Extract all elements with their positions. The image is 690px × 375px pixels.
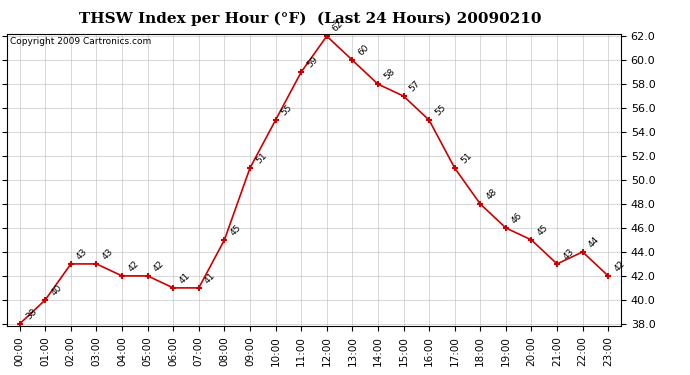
Text: 51: 51 — [459, 151, 473, 165]
Text: 42: 42 — [152, 259, 166, 273]
Text: 51: 51 — [254, 151, 268, 165]
Text: 43: 43 — [75, 247, 90, 261]
Text: THSW Index per Hour (°F)  (Last 24 Hours) 20090210: THSW Index per Hour (°F) (Last 24 Hours)… — [79, 11, 542, 26]
Text: 57: 57 — [408, 79, 422, 93]
Text: 46: 46 — [510, 211, 524, 225]
Text: 62: 62 — [331, 19, 345, 33]
Text: 42: 42 — [126, 259, 141, 273]
Text: 59: 59 — [305, 55, 320, 69]
Text: 41: 41 — [177, 271, 192, 285]
Text: 55: 55 — [433, 103, 448, 117]
Text: 42: 42 — [612, 259, 627, 273]
Text: 60: 60 — [357, 43, 371, 57]
Text: 45: 45 — [535, 223, 550, 237]
Text: 45: 45 — [228, 223, 243, 237]
Text: 44: 44 — [586, 235, 601, 249]
Text: 41: 41 — [203, 271, 217, 285]
Text: 43: 43 — [561, 247, 575, 261]
Text: 38: 38 — [24, 307, 39, 321]
Text: Copyright 2009 Cartronics.com: Copyright 2009 Cartronics.com — [10, 37, 151, 46]
Text: 58: 58 — [382, 67, 397, 81]
Text: 48: 48 — [484, 187, 499, 201]
Text: 40: 40 — [50, 283, 64, 297]
Text: 43: 43 — [101, 247, 115, 261]
Text: 55: 55 — [279, 103, 294, 117]
